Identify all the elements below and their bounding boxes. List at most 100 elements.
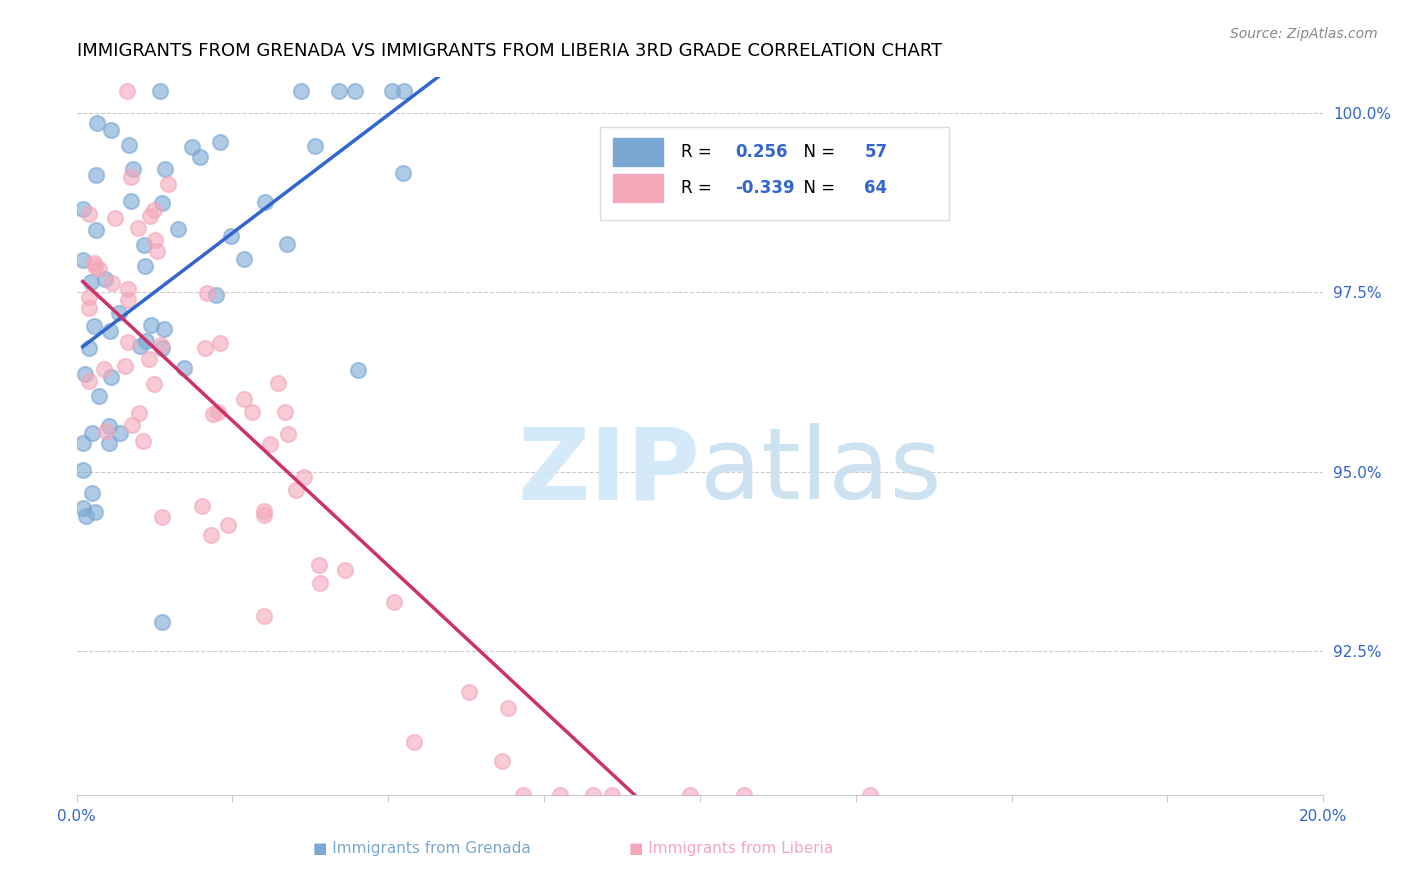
- Point: [205, 288, 228, 302]
- Point: [277, 426, 299, 441]
- Point: [292, 470, 315, 484]
- Point: [118, 138, 141, 153]
- Point: [733, 788, 755, 802]
- Point: [150, 337, 173, 351]
- Point: [127, 221, 149, 235]
- Point: [146, 244, 169, 258]
- Point: [152, 196, 174, 211]
- Point: [156, 177, 179, 191]
- Point: [253, 195, 276, 210]
- Point: [87, 389, 110, 403]
- Point: [253, 504, 276, 518]
- Point: [343, 84, 366, 98]
- Point: [458, 685, 481, 699]
- Point: [188, 150, 211, 164]
- Point: [121, 418, 143, 433]
- Text: R =: R =: [682, 179, 717, 197]
- Point: [128, 406, 150, 420]
- Point: [100, 325, 122, 339]
- Point: [232, 392, 254, 406]
- Point: [101, 277, 124, 291]
- Point: [304, 139, 326, 153]
- Point: [285, 483, 308, 497]
- Point: [72, 436, 94, 450]
- Point: [117, 293, 139, 307]
- Text: N =: N =: [793, 143, 841, 161]
- Text: 57: 57: [865, 143, 887, 161]
- Point: [333, 563, 356, 577]
- Point: [84, 505, 107, 519]
- Point: [207, 405, 229, 419]
- Point: [135, 334, 157, 348]
- Point: [382, 595, 405, 609]
- Point: [138, 352, 160, 367]
- Point: [132, 238, 155, 252]
- Point: [84, 168, 107, 182]
- Point: [72, 252, 94, 267]
- Point: [308, 558, 330, 573]
- Point: [83, 256, 105, 270]
- Point: [267, 376, 290, 391]
- Point: [679, 788, 702, 802]
- Point: [191, 499, 214, 513]
- Point: [600, 788, 623, 802]
- Text: atlas: atlas: [700, 423, 942, 520]
- Point: [82, 425, 104, 440]
- Text: 0.0%: 0.0%: [58, 809, 96, 824]
- Point: [200, 528, 222, 542]
- Point: [253, 608, 276, 623]
- Point: [259, 437, 281, 451]
- Point: [72, 463, 94, 477]
- Point: [100, 123, 122, 137]
- Point: [194, 341, 217, 355]
- Point: [496, 701, 519, 715]
- Point: [75, 508, 97, 523]
- Point: [83, 259, 105, 273]
- Point: [77, 289, 100, 303]
- Point: [83, 318, 105, 333]
- Point: [512, 788, 534, 802]
- Point: [117, 335, 139, 350]
- Text: 20.0%: 20.0%: [1299, 809, 1347, 824]
- Point: [142, 376, 165, 391]
- Point: [84, 223, 107, 237]
- Point: [150, 615, 173, 629]
- Point: [114, 359, 136, 374]
- Point: [392, 84, 415, 98]
- Point: [149, 84, 172, 98]
- Point: [72, 500, 94, 515]
- Point: [153, 322, 176, 336]
- Point: [86, 115, 108, 129]
- Point: [309, 575, 332, 590]
- Point: [195, 286, 218, 301]
- Point: [104, 211, 127, 225]
- Point: [120, 170, 142, 185]
- Point: [87, 261, 110, 276]
- Point: [77, 342, 100, 356]
- Text: R =: R =: [682, 143, 717, 161]
- Point: [381, 84, 404, 98]
- Text: ■ Immigrants from Grenada: ■ Immigrants from Grenada: [314, 841, 530, 856]
- Point: [110, 426, 132, 441]
- Point: [150, 509, 173, 524]
- Bar: [613, 174, 662, 202]
- Bar: [613, 137, 662, 167]
- Point: [117, 84, 139, 98]
- Point: [274, 405, 297, 419]
- Point: [122, 162, 145, 177]
- Point: [290, 84, 312, 98]
- Point: [100, 370, 122, 384]
- Point: [139, 318, 162, 333]
- Point: [209, 135, 232, 149]
- Point: [129, 339, 152, 353]
- Point: [82, 486, 104, 500]
- Point: [232, 252, 254, 266]
- Point: [97, 436, 120, 450]
- Point: [180, 140, 202, 154]
- Point: [219, 229, 242, 244]
- Text: N =: N =: [793, 179, 841, 197]
- Point: [209, 336, 232, 351]
- Point: [77, 375, 100, 389]
- Point: [117, 282, 139, 296]
- Text: IMMIGRANTS FROM GRENADA VS IMMIGRANTS FROM LIBERIA 3RD GRADE CORRELATION CHART: IMMIGRANTS FROM GRENADA VS IMMIGRANTS FR…: [76, 42, 942, 60]
